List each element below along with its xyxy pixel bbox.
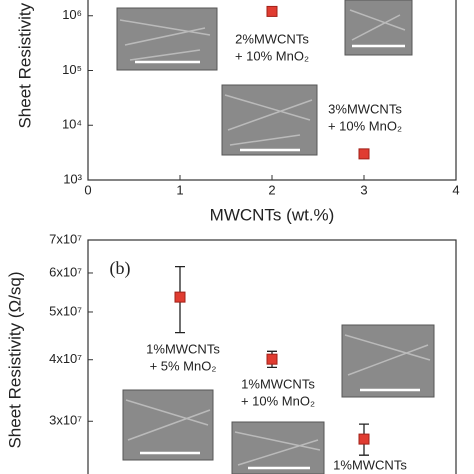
annotation: 2%MWCNTs bbox=[235, 31, 309, 46]
axes-frame bbox=[87, 239, 457, 474]
x-tick-label: 2 bbox=[268, 182, 275, 197]
y-tick-label: 10³ bbox=[63, 171, 82, 186]
x-tick-label: 0 bbox=[84, 182, 91, 197]
x-axis-label: MWCNTs (wt.%) bbox=[210, 205, 335, 224]
annotation: + 10% MnO₂ bbox=[235, 48, 309, 63]
x-tick-label: 4 bbox=[452, 182, 459, 197]
y-tick-label: 10⁵ bbox=[62, 62, 82, 77]
y-axis-label: Sheet Resistivity (Ω/sq) bbox=[5, 271, 24, 448]
y-tick-label: 5x10⁷ bbox=[49, 303, 82, 318]
panel-label: (b) bbox=[110, 258, 131, 279]
annotation: + 5% MnO₂ bbox=[150, 358, 217, 373]
annotation: 1%MWCNTs bbox=[146, 341, 220, 356]
annotation: 1%MWCNTs bbox=[241, 376, 315, 391]
annotation: 1%MWCNTs bbox=[333, 457, 407, 472]
annotation: 3%MWCNTs bbox=[328, 101, 402, 116]
data-point bbox=[358, 433, 370, 445]
annotation: + 10% MnO₂ bbox=[241, 393, 315, 408]
sem-images bbox=[116, 0, 435, 474]
y-tick-label: 3x10⁷ bbox=[49, 413, 82, 428]
data-point bbox=[266, 353, 278, 365]
y-tick-label: 10⁶ bbox=[62, 7, 82, 22]
data-point bbox=[358, 148, 370, 160]
x-tick-label: 1 bbox=[176, 182, 183, 197]
annotation: + 10% MnO₂ bbox=[328, 118, 402, 133]
data-point bbox=[266, 5, 278, 17]
y-tick-label: 6x10⁷ bbox=[49, 264, 82, 279]
y-tick-label: 10⁴ bbox=[62, 117, 82, 132]
data-point bbox=[174, 291, 186, 303]
x-tick-label: 3 bbox=[360, 182, 367, 197]
y-tick-label: 4x10⁷ bbox=[49, 351, 82, 366]
y-axis-label: Sheet Resistivity (Ω/sq) bbox=[15, 0, 34, 129]
y-tick-label: 7x10⁷ bbox=[49, 231, 82, 246]
